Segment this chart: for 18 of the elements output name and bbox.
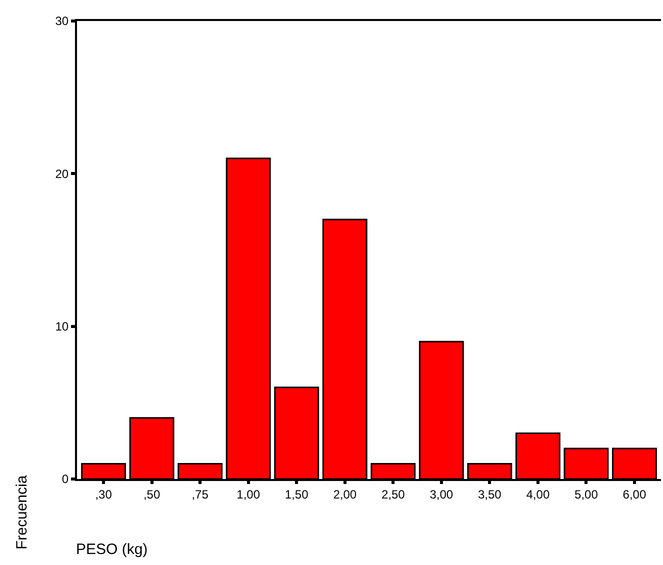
x-tick-label: 3,50 (478, 487, 502, 502)
x-tick-label: ,75 (192, 487, 209, 502)
x-axis-title: PESO (kg) (76, 541, 148, 558)
y-tick-label: 0 (62, 472, 69, 486)
x-tick-label: 2,00 (333, 487, 357, 502)
y-tick-label: 10 (55, 320, 69, 334)
x-tick-label: 6,00 (622, 487, 646, 502)
x-tick-label: 5,00 (574, 487, 598, 502)
x-tick-label: ,50 (143, 487, 160, 502)
x-tick-label: ,30 (95, 487, 112, 502)
x-tick-label: 4,00 (526, 487, 550, 502)
y-axis-title: Frecuencia (14, 474, 31, 550)
x-tick-label: 1,50 (284, 487, 309, 502)
x-tick-label: 2,50 (381, 487, 406, 502)
y-tick-label: 20 (55, 166, 69, 181)
x-tick-label: 1,00 (236, 487, 260, 502)
x-tick-label: 3,00 (430, 487, 454, 502)
y-tick-label: 30 (55, 14, 69, 28)
